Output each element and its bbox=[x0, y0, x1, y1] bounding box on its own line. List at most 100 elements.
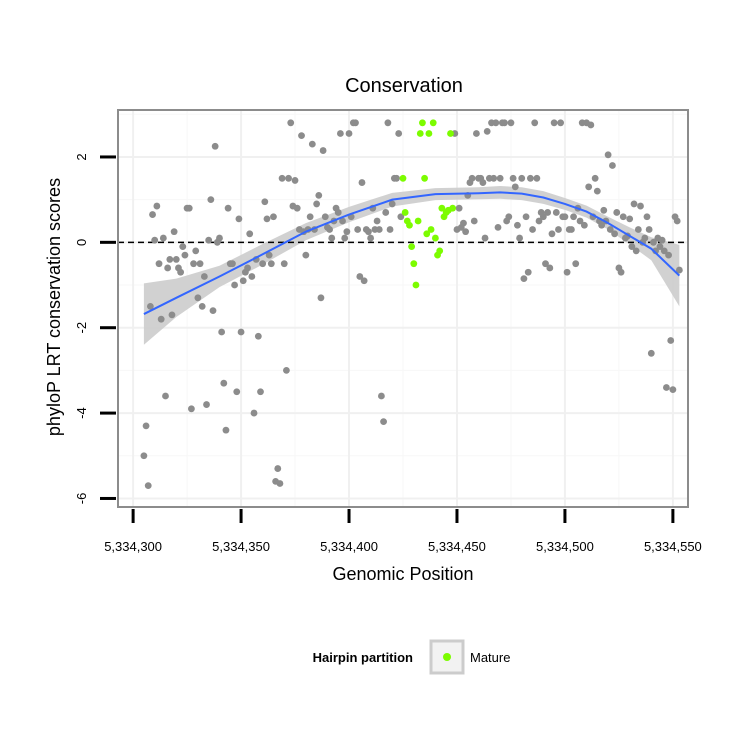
other-point-57 bbox=[263, 215, 271, 223]
other-point-141 bbox=[496, 174, 504, 182]
other-point-171 bbox=[561, 213, 569, 221]
other-point-193 bbox=[609, 162, 616, 169]
other-point-55 bbox=[259, 260, 267, 268]
y-tick-label-3: 0 bbox=[74, 239, 89, 246]
other-point-128 bbox=[468, 174, 476, 182]
other-point-60 bbox=[270, 213, 277, 221]
other-point-124 bbox=[460, 219, 467, 227]
other-point-35 bbox=[216, 234, 223, 242]
other-point-138 bbox=[490, 174, 498, 182]
other-point-211 bbox=[647, 349, 655, 357]
x-tick-label-1: 5,334,350 bbox=[212, 539, 270, 554]
other-point-24 bbox=[192, 247, 200, 255]
other-point-148 bbox=[511, 183, 519, 191]
other-point-114 bbox=[386, 226, 394, 233]
other-point-43 bbox=[233, 388, 241, 396]
y-tick-label-1: -4 bbox=[74, 407, 89, 419]
other-point-210 bbox=[645, 226, 653, 233]
other-point-122 bbox=[455, 204, 463, 212]
other-point-78 bbox=[308, 140, 316, 148]
other-point-38 bbox=[222, 426, 230, 434]
mature-point-22 bbox=[447, 130, 454, 137]
other-point-105 bbox=[367, 234, 375, 242]
other-point-154 bbox=[524, 268, 532, 276]
other-point-49 bbox=[246, 230, 254, 238]
mature-point-7 bbox=[414, 217, 422, 225]
other-point-191 bbox=[604, 151, 612, 159]
other-point-198 bbox=[619, 213, 627, 221]
mature-point-11 bbox=[423, 230, 431, 238]
other-point-101 bbox=[358, 179, 366, 186]
other-point-134 bbox=[481, 234, 489, 242]
legend-title: Hairpin partition bbox=[313, 650, 413, 665]
other-point-182 bbox=[585, 183, 593, 191]
y-axis: -6 -4 -2 0 2 bbox=[74, 153, 116, 504]
other-point-41 bbox=[229, 260, 236, 268]
other-point-64 bbox=[278, 174, 286, 182]
other-point-12 bbox=[166, 256, 174, 263]
other-point-31 bbox=[207, 196, 215, 204]
chart-title: Conservation bbox=[345, 75, 463, 97]
other-point-109 bbox=[375, 226, 383, 233]
mature-point-23 bbox=[449, 204, 457, 212]
other-point-54 bbox=[257, 388, 264, 396]
other-point-83 bbox=[319, 147, 327, 154]
other-point-67 bbox=[285, 174, 292, 182]
other-point-87 bbox=[328, 234, 336, 242]
other-point-166 bbox=[550, 119, 558, 127]
other-point-147 bbox=[509, 174, 517, 182]
other-point-216 bbox=[658, 236, 666, 244]
other-point-195 bbox=[613, 209, 621, 216]
mature-point-18 bbox=[438, 204, 446, 212]
other-point-139 bbox=[492, 119, 500, 127]
smooth-line bbox=[143, 191, 681, 315]
other-point-218 bbox=[663, 384, 670, 391]
other-point-112 bbox=[382, 209, 390, 216]
mature-point-8 bbox=[416, 130, 424, 137]
other-point-30 bbox=[205, 236, 213, 244]
other-point-125 bbox=[462, 228, 470, 236]
other-point-188 bbox=[598, 221, 606, 229]
other-point-90 bbox=[334, 209, 342, 216]
other-point-5 bbox=[151, 236, 159, 244]
other-point-86 bbox=[326, 226, 333, 233]
other-point-172 bbox=[563, 268, 571, 276]
other-point-80 bbox=[313, 200, 321, 208]
x-tick-label-5: 5,334,550 bbox=[644, 539, 702, 554]
other-point-150 bbox=[516, 234, 523, 242]
other-point-145 bbox=[505, 213, 513, 221]
other-point-98 bbox=[352, 119, 359, 127]
other-point-159 bbox=[535, 217, 543, 225]
other-point-149 bbox=[514, 221, 521, 229]
legend-key-mature bbox=[443, 653, 451, 661]
other-point-146 bbox=[507, 119, 515, 127]
other-point-169 bbox=[557, 119, 565, 127]
legend-entry-mature: Mature bbox=[470, 650, 510, 665]
other-point-3 bbox=[146, 302, 154, 310]
other-point-77 bbox=[306, 213, 314, 221]
other-point-203 bbox=[630, 200, 638, 208]
other-point-115 bbox=[388, 200, 396, 208]
other-point-91 bbox=[336, 130, 344, 137]
other-point-129 bbox=[470, 217, 478, 225]
other-point-82 bbox=[317, 294, 325, 302]
other-point-10 bbox=[162, 392, 169, 400]
mature-point-0 bbox=[399, 174, 407, 182]
other-point-13 bbox=[168, 311, 176, 319]
other-point-21 bbox=[185, 204, 193, 212]
other-point-167 bbox=[552, 209, 560, 216]
other-point-56 bbox=[261, 198, 269, 206]
other-point-23 bbox=[190, 260, 197, 268]
other-point-205 bbox=[634, 226, 642, 233]
other-point-99 bbox=[354, 226, 362, 233]
other-point-215 bbox=[656, 243, 664, 251]
other-point-84 bbox=[321, 213, 329, 221]
other-point-135 bbox=[483, 127, 491, 135]
other-point-48 bbox=[244, 264, 251, 272]
other-point-224 bbox=[675, 266, 683, 274]
other-point-140 bbox=[494, 223, 502, 231]
other-point-174 bbox=[568, 226, 575, 233]
other-point-70 bbox=[291, 177, 299, 184]
other-point-221 bbox=[669, 386, 677, 394]
other-point-53 bbox=[254, 332, 262, 340]
